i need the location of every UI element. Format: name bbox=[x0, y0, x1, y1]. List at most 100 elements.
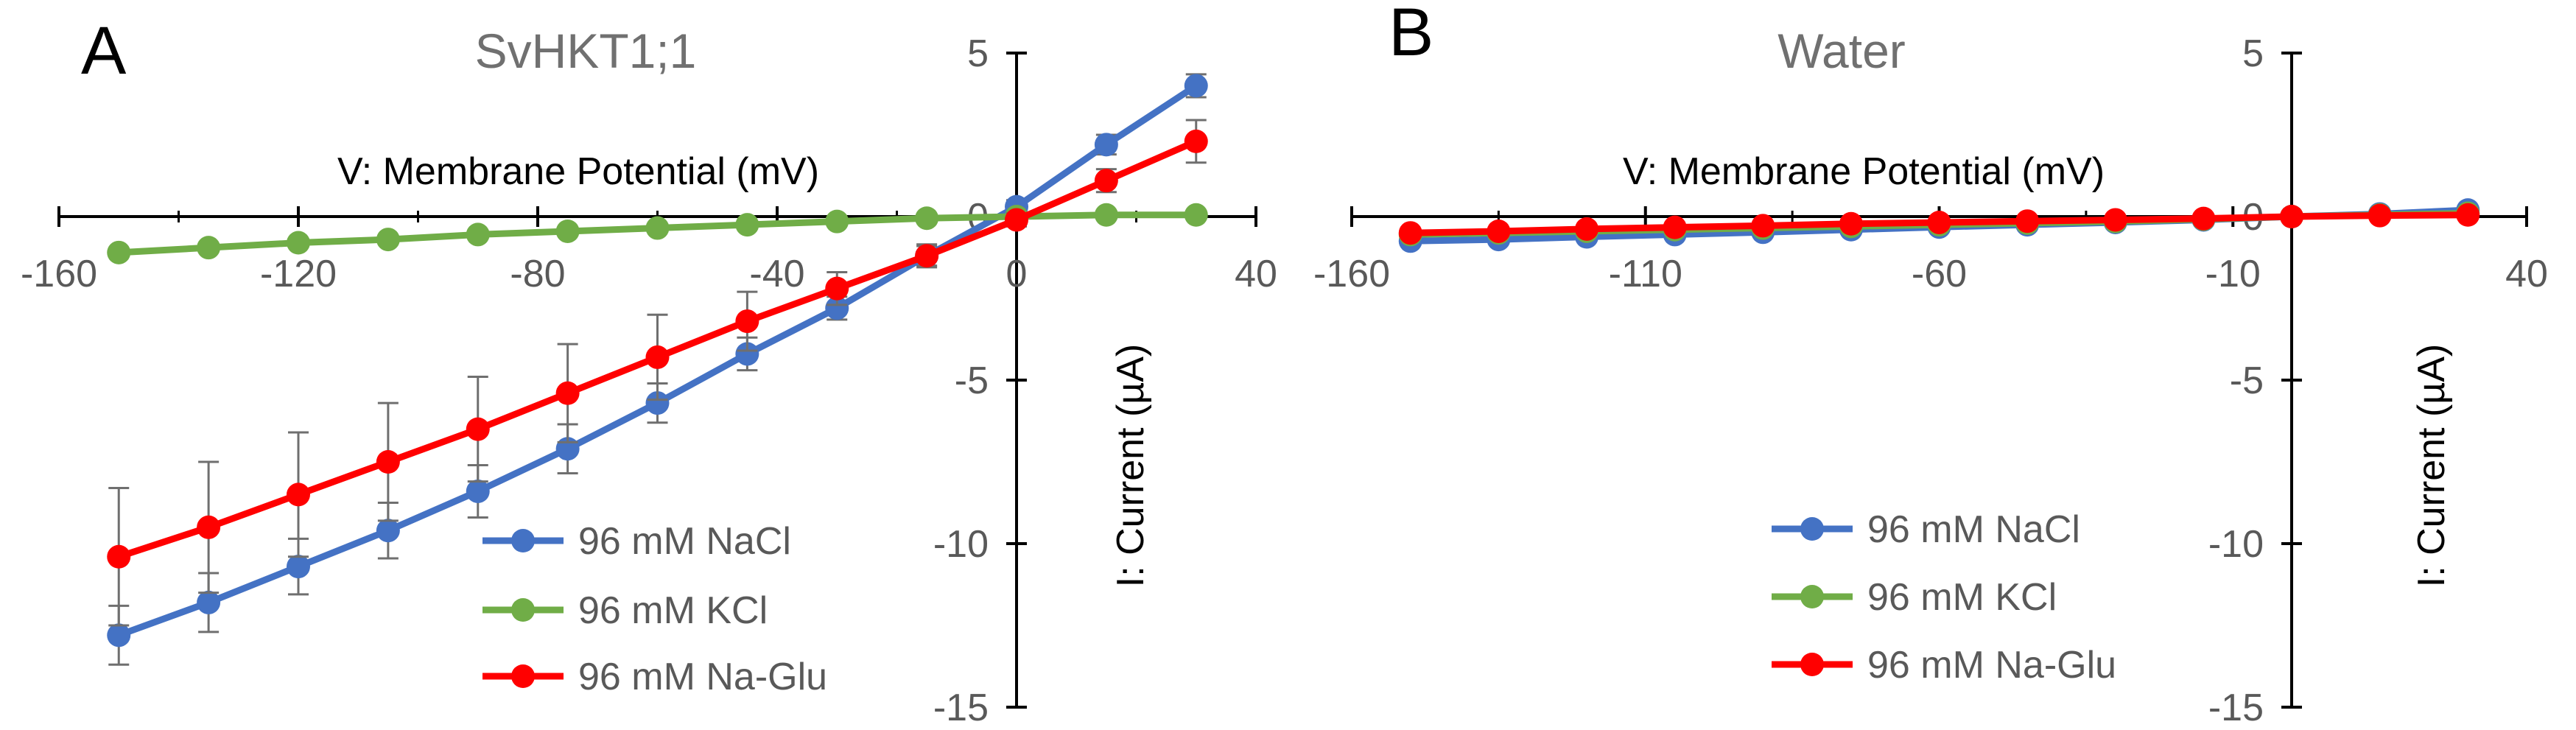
x-tick-label: -10 bbox=[2205, 253, 2261, 295]
data-point bbox=[735, 342, 759, 366]
data-point bbox=[1663, 215, 1687, 239]
data-point bbox=[1094, 203, 1118, 227]
data-point bbox=[1751, 214, 1775, 238]
panel-letter: B bbox=[1389, 0, 1433, 70]
y-tick-labels: 50-5-10-15 bbox=[933, 32, 989, 729]
data-point bbox=[466, 222, 490, 247]
y-tick-label: -5 bbox=[955, 359, 989, 402]
x-tick-label: -160 bbox=[1313, 253, 1390, 295]
panel-letter: A bbox=[81, 13, 127, 88]
x-tick-label: 40 bbox=[2505, 253, 2548, 295]
data-point bbox=[107, 544, 131, 569]
data-point bbox=[1094, 133, 1118, 157]
x-tick-label: -40 bbox=[749, 253, 804, 295]
y-tick-label: -15 bbox=[2208, 687, 2264, 729]
data-point bbox=[287, 482, 310, 507]
x-tick-label: 0 bbox=[1006, 253, 1028, 295]
y-tick-label: -15 bbox=[933, 687, 989, 729]
x-tick-labels: -160 -120 -80 -40 0 40 bbox=[21, 253, 1277, 295]
legend: 96 mM NaCl 96 mM KCl 96 mM Na-Glu bbox=[482, 520, 827, 698]
data-point bbox=[1839, 211, 1863, 236]
data-point bbox=[645, 391, 670, 415]
data-point bbox=[376, 228, 400, 252]
plot-area bbox=[107, 73, 1208, 666]
y-tick-label: 5 bbox=[967, 32, 989, 75]
data-point bbox=[2368, 203, 2392, 228]
x-axis-label: V: Membrane Potential (mV) bbox=[337, 150, 819, 193]
legend-label: 96 mM Na-Glu bbox=[578, 656, 827, 698]
legend-label: 96 mM KCl bbox=[1867, 576, 2057, 619]
legend-label: 96 mM NaCl bbox=[1867, 508, 2080, 551]
legend-marker bbox=[1800, 585, 1824, 608]
y-tick-label: -5 bbox=[2230, 359, 2264, 402]
data-point bbox=[287, 231, 310, 255]
data-point bbox=[2191, 206, 2216, 231]
plot-area bbox=[1398, 198, 2480, 253]
data-point bbox=[376, 450, 400, 474]
data-point bbox=[1005, 208, 1028, 232]
x-tick-label: -80 bbox=[510, 253, 565, 295]
data-point bbox=[645, 216, 670, 240]
data-point bbox=[376, 519, 400, 543]
data-point bbox=[1487, 219, 1511, 243]
y-tick-labels: 50-5-10-15 bbox=[2208, 32, 2264, 729]
legend-entry: 96 mM NaCl bbox=[482, 520, 791, 563]
series-96-mm-na-glu bbox=[1398, 203, 2480, 245]
panel-a: A SvHKT1;1 V: Membrane Potential (mV) I:… bbox=[21, 13, 1277, 729]
data-point bbox=[915, 206, 939, 231]
data-point bbox=[555, 219, 580, 243]
legend: 96 mM NaCl 96 mM KCl 96 mM Na-Glu bbox=[1772, 508, 2116, 687]
data-point bbox=[1184, 129, 1208, 153]
x-tick-label: -120 bbox=[260, 253, 337, 295]
panel-b: B Water V: Membrane Potential (mV) I: Cu… bbox=[1313, 0, 2548, 729]
data-point bbox=[2280, 205, 2303, 228]
data-point bbox=[645, 345, 670, 369]
legend-marker bbox=[511, 598, 535, 622]
chart-title: Water bbox=[1777, 24, 1906, 78]
data-point bbox=[1184, 203, 1208, 227]
x-tick-labels: -160 -110 -60 -10 40 bbox=[1313, 253, 2548, 295]
x-tick-label: -110 bbox=[1609, 253, 1682, 295]
data-point bbox=[107, 623, 131, 647]
data-point bbox=[825, 296, 849, 320]
legend-entry: 96 mM NaCl bbox=[1772, 508, 2080, 551]
data-point bbox=[107, 240, 131, 264]
x-tick-label: 40 bbox=[1235, 253, 1277, 295]
data-point bbox=[466, 479, 490, 503]
legend-label: 96 mM Na-Glu bbox=[1867, 644, 2116, 687]
data-point bbox=[735, 309, 759, 334]
legend-label: 96 mM NaCl bbox=[578, 520, 791, 563]
data-point bbox=[1575, 217, 1598, 241]
data-point bbox=[1927, 210, 1951, 234]
legend-marker bbox=[1800, 517, 1824, 541]
data-point bbox=[1094, 169, 1118, 193]
data-point bbox=[1184, 74, 1208, 98]
y-tick-label: -10 bbox=[933, 523, 989, 566]
legend-entry: 96 mM Na-Glu bbox=[1772, 644, 2116, 687]
y-axis-label: I: Current (µA) bbox=[1109, 344, 1152, 587]
data-point bbox=[197, 236, 221, 260]
y-tick-label: -10 bbox=[2208, 523, 2264, 566]
chart-title: SvHKT1;1 bbox=[475, 24, 697, 78]
x-tick-label: -160 bbox=[21, 253, 97, 295]
data-point bbox=[197, 515, 221, 539]
data-point bbox=[1398, 221, 1422, 245]
data-point bbox=[2456, 203, 2480, 227]
data-point bbox=[555, 381, 580, 405]
data-point bbox=[825, 209, 849, 234]
legend-marker bbox=[511, 529, 535, 552]
data-point bbox=[735, 213, 759, 237]
legend-label: 96 mM KCl bbox=[578, 589, 768, 632]
x-tick-label: -60 bbox=[1912, 253, 1967, 295]
legend-entry: 96 mM KCl bbox=[482, 589, 768, 632]
data-point bbox=[287, 555, 310, 579]
data-point bbox=[2015, 209, 2040, 234]
data-point bbox=[825, 276, 849, 301]
series-96-mm-na-glu bbox=[107, 119, 1208, 627]
data-point bbox=[915, 244, 939, 268]
legend-entry: 96 mM KCl bbox=[1772, 576, 2057, 619]
legend-entry: 96 mM Na-Glu bbox=[482, 656, 827, 698]
data-point bbox=[2103, 208, 2127, 232]
legend-marker bbox=[1800, 653, 1824, 676]
